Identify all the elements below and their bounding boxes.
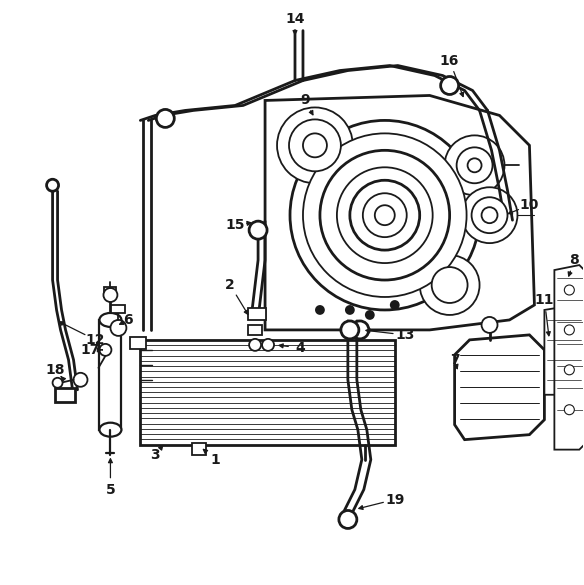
Circle shape (157, 109, 174, 128)
Circle shape (110, 320, 126, 336)
Circle shape (444, 135, 505, 195)
Text: 5: 5 (106, 483, 115, 497)
Text: 3: 3 (151, 448, 160, 462)
Circle shape (375, 205, 395, 225)
Circle shape (74, 373, 88, 387)
Circle shape (441, 77, 458, 94)
Bar (54, 388, 75, 402)
Text: 6: 6 (124, 313, 133, 327)
Circle shape (53, 378, 62, 388)
Circle shape (262, 339, 274, 351)
Polygon shape (554, 265, 584, 450)
Circle shape (337, 167, 433, 263)
Text: 17: 17 (81, 343, 100, 357)
Text: 19: 19 (385, 493, 405, 507)
Text: 2: 2 (225, 278, 235, 292)
Circle shape (47, 179, 58, 191)
Text: 9: 9 (300, 94, 310, 108)
Circle shape (482, 317, 498, 333)
Circle shape (432, 267, 468, 303)
Circle shape (471, 197, 507, 233)
Bar (112, 305, 126, 313)
Circle shape (391, 301, 399, 309)
Text: 18: 18 (46, 363, 65, 377)
Circle shape (457, 147, 492, 183)
Text: 10: 10 (520, 198, 539, 212)
Bar (99, 320, 121, 429)
Circle shape (303, 133, 327, 157)
Text: 11: 11 (534, 293, 554, 307)
Circle shape (482, 207, 498, 223)
Circle shape (564, 405, 574, 415)
Circle shape (290, 121, 479, 310)
Text: 7: 7 (450, 353, 460, 367)
Circle shape (316, 306, 324, 314)
Circle shape (249, 221, 267, 239)
Circle shape (564, 325, 574, 335)
Ellipse shape (99, 423, 121, 436)
Circle shape (351, 321, 369, 339)
Circle shape (249, 339, 261, 351)
Polygon shape (454, 335, 544, 440)
Circle shape (420, 255, 479, 315)
Circle shape (289, 119, 341, 171)
Text: 1: 1 (210, 453, 220, 467)
Circle shape (346, 306, 354, 314)
Bar (248, 325, 262, 335)
Circle shape (461, 187, 517, 243)
Circle shape (320, 150, 450, 280)
Circle shape (99, 344, 112, 356)
Bar (105, 287, 116, 297)
Circle shape (103, 288, 117, 302)
Ellipse shape (99, 313, 121, 327)
Circle shape (341, 321, 359, 339)
Circle shape (363, 193, 406, 237)
Circle shape (303, 133, 467, 297)
Bar (192, 443, 206, 455)
Text: 12: 12 (86, 333, 105, 347)
Text: 16: 16 (440, 54, 459, 67)
Bar (248, 308, 266, 320)
Text: 14: 14 (285, 12, 305, 26)
Circle shape (339, 511, 357, 528)
Text: 8: 8 (569, 253, 579, 267)
Circle shape (277, 108, 353, 183)
Polygon shape (544, 305, 584, 395)
Text: 4: 4 (295, 341, 305, 355)
Circle shape (468, 159, 482, 173)
Text: 15: 15 (225, 218, 245, 232)
Circle shape (366, 311, 374, 319)
Text: 13: 13 (395, 328, 415, 342)
Circle shape (564, 285, 574, 295)
Polygon shape (265, 95, 534, 330)
Bar (140, 340, 395, 445)
Circle shape (350, 180, 420, 250)
Bar (130, 337, 147, 349)
Circle shape (564, 365, 574, 375)
